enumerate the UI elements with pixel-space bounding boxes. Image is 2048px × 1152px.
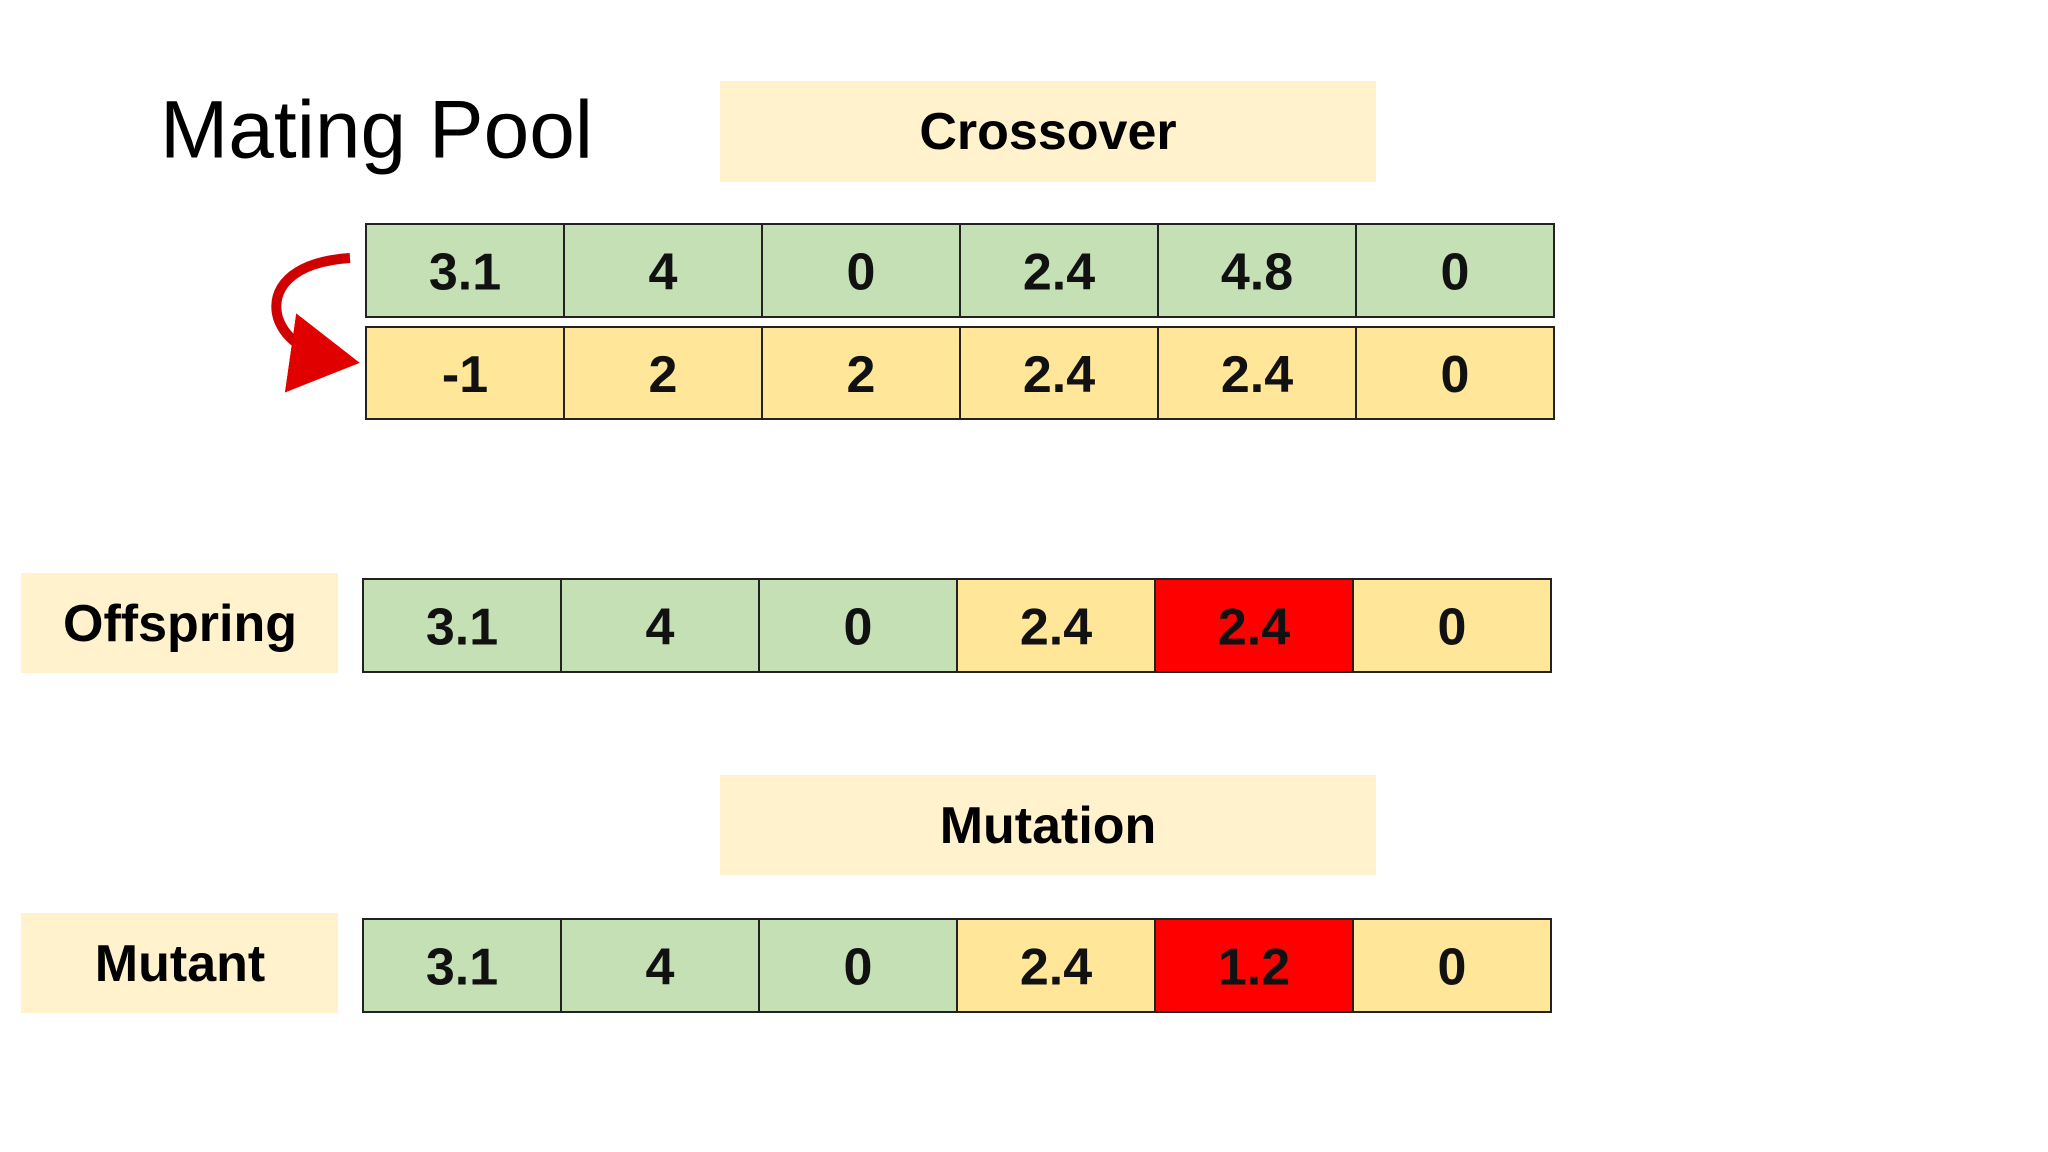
- cell: [758, 918, 958, 1013]
- cell-value: 2: [847, 346, 876, 404]
- cell-value: 4: [649, 244, 678, 302]
- cell: [1157, 223, 1357, 318]
- cell: [560, 918, 760, 1013]
- mutation-box: [720, 775, 1376, 875]
- swap-arrow: [271, 253, 360, 393]
- crossover-box: [720, 81, 1376, 182]
- cell-value: 1.2: [1218, 939, 1290, 997]
- cell-value: 4.8: [1221, 244, 1293, 302]
- cell: [1352, 918, 1552, 1013]
- cell-value: 0: [1441, 346, 1470, 404]
- cell: [956, 578, 1156, 673]
- cell-value: 2.4: [1020, 939, 1092, 997]
- cell: [1355, 326, 1555, 420]
- cell: [959, 223, 1159, 318]
- cell: [1355, 223, 1555, 318]
- cell: [560, 578, 760, 673]
- cell: [761, 223, 961, 318]
- cell: [563, 223, 763, 318]
- cell-value: 2.4: [1221, 346, 1293, 404]
- cell-value: 2.4: [1023, 346, 1095, 404]
- cell: [758, 578, 958, 673]
- cell-value: 0: [1438, 939, 1467, 997]
- cell-value: 4: [646, 939, 675, 997]
- cell-value: 3.1: [426, 599, 498, 657]
- cell-value: 4: [646, 599, 675, 657]
- cell-value: 0: [847, 244, 876, 302]
- cell-value: 0: [1438, 599, 1467, 657]
- cell-value: 2: [649, 346, 678, 404]
- crossover-label: Crossover: [919, 103, 1176, 161]
- cell: [365, 223, 565, 318]
- mutation-label: Mutation: [940, 797, 1157, 855]
- offspring-box: [21, 573, 338, 673]
- cell: [362, 578, 562, 673]
- cell-value: 3.1: [429, 244, 501, 302]
- cell: [1352, 578, 1552, 673]
- mutant-box: [21, 913, 338, 1013]
- cell: [1157, 326, 1357, 420]
- cell-value: 2.4: [1020, 599, 1092, 657]
- cell: [956, 918, 1156, 1013]
- offspring-label: Offspring: [63, 595, 297, 653]
- cell-value: 2.4: [1218, 599, 1290, 657]
- mutant-label: Mutant: [95, 935, 265, 993]
- cell-value: 2.4: [1023, 244, 1095, 302]
- cell: [959, 326, 1159, 420]
- cell: [365, 326, 565, 420]
- cell-value: 0: [844, 939, 873, 997]
- title: Mating Pool: [160, 85, 593, 176]
- cell: [1154, 578, 1354, 673]
- cell-value: -1: [442, 346, 488, 404]
- cell-value: 3.1: [426, 939, 498, 997]
- cell-value: 0: [844, 599, 873, 657]
- cell: [761, 326, 961, 420]
- cell-value: 0: [1441, 244, 1470, 302]
